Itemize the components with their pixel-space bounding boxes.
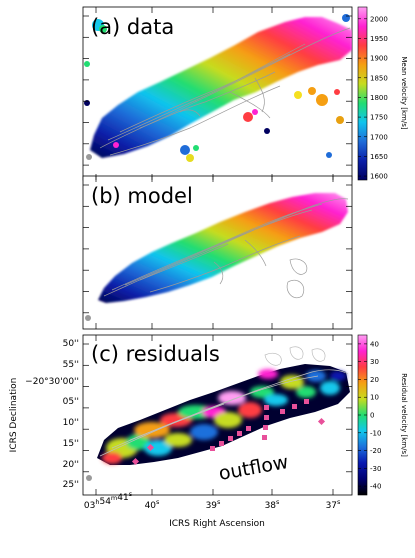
panel-b-contours xyxy=(103,198,349,299)
panel-a-blob xyxy=(308,87,316,95)
y-tick-label: 15'' xyxy=(63,439,79,449)
x-tick-label: 38s xyxy=(265,498,280,511)
y-tick-label: −20°30'00'' xyxy=(25,377,79,387)
outflow-marker xyxy=(219,441,224,446)
x-tick-label: 39s xyxy=(206,498,221,511)
panel-a-blob xyxy=(264,128,270,134)
panel-a-blob xyxy=(243,112,253,122)
colorbar-residual-tick-label: 30 xyxy=(370,358,379,366)
panel-a-blob xyxy=(342,14,350,22)
colorbar-residual-tick-label: -40 xyxy=(370,483,381,491)
colorbar-velocity-ticks: 1600 1650 1700 1750 1800 1850 1900 1950 2000 xyxy=(358,15,388,181)
colorbar-velocity-tick-label: 1800 xyxy=(370,94,388,102)
colorbar-velocity-bar xyxy=(357,6,368,181)
panel-a-blob xyxy=(294,91,302,99)
panel-b-label: (b) model xyxy=(91,184,193,208)
panel-b-blob xyxy=(85,315,91,321)
y-axis-title: ICRS Declination xyxy=(9,378,19,453)
panel-a-blob xyxy=(336,116,344,124)
x-tick-labels: 03h54m41s 40s 39s 38s 37s xyxy=(84,490,341,511)
outflow-marker xyxy=(131,457,140,466)
y-tick-label: 55'' xyxy=(63,360,79,370)
colorbar-velocity-tick-label: 1650 xyxy=(370,153,388,161)
outflow-marker xyxy=(264,415,269,420)
panel-a-blobs xyxy=(84,14,350,162)
colorbar-velocity-tick-label: 1750 xyxy=(370,114,388,122)
panel-c-contours xyxy=(99,346,349,457)
panel-a-blob xyxy=(86,154,92,160)
panel-a-blob xyxy=(334,89,340,95)
colorbar-velocity: 1600 1650 1700 1750 1800 1850 1900 1950 2000 Mea… xyxy=(357,6,408,181)
panel-a-blob xyxy=(316,94,328,106)
x-tick-label: 40s xyxy=(145,498,160,511)
colorbar-residual-tick-label: -20 xyxy=(370,447,381,455)
colorbar-velocity-tick-label: 1600 xyxy=(370,173,388,181)
colorbar-velocity-tick-label: 1700 xyxy=(370,133,388,141)
outflow-marker xyxy=(237,431,242,436)
outflow-marker xyxy=(210,446,215,451)
y-tick-label: 05'' xyxy=(63,397,79,407)
x-tick-label: 03h54m41s xyxy=(84,490,133,511)
panel-a-blob xyxy=(84,61,90,67)
colorbar-velocity-tick-label: 1850 xyxy=(370,74,388,82)
outflow-marker xyxy=(317,417,326,426)
colorbar-velocity-tick-label: 2000 xyxy=(370,15,388,23)
panel-b: (b) model xyxy=(82,175,353,330)
panel-a-blob xyxy=(193,145,199,151)
colorbar-residual-tick-label: -10 xyxy=(370,429,381,437)
panel-c-label: (c) residuals xyxy=(91,342,220,366)
colorbar-velocity-tick-label: 1950 xyxy=(370,35,388,43)
panel-a-blob xyxy=(99,25,107,33)
colorbar-residual: -40 -30 -20 -10 0 10 20 30 40 Residual velocity … xyxy=(357,334,408,496)
outflow-marker xyxy=(246,426,251,431)
panel-a-blob xyxy=(326,152,332,158)
colorbar-residual-label: Residual velocity [km/s] xyxy=(400,373,408,457)
y-tick-label: 50'' xyxy=(63,339,79,349)
y-tick-labels: 50'' 55'' −20°30'00'' 05'' 10'' 15'' 20'' 25'' xyxy=(25,339,79,490)
panel-a-contours xyxy=(99,27,351,156)
colorbar-residual-tick-label: 0 xyxy=(370,412,374,420)
panel-c-residual-patches xyxy=(102,369,346,464)
outflow-marker xyxy=(146,443,155,452)
panel-a-blob xyxy=(113,142,119,148)
outflow-marker xyxy=(228,436,233,441)
panel-b-velocity-map xyxy=(98,193,348,303)
colorbar-velocity-label: Mean velocity [km/s] xyxy=(400,56,408,129)
panel-a-blob xyxy=(252,109,258,115)
y-tick-label: 20'' xyxy=(63,460,79,470)
colorbar-residual-ticks: -40 -30 -20 -10 0 10 20 30 40 xyxy=(358,340,381,491)
outflow-marker xyxy=(264,405,269,410)
colorbar-residual-tick-label: 10 xyxy=(370,394,379,402)
colorbar-velocity-tick-label: 1900 xyxy=(370,55,388,63)
colorbar-residual-tick-label: 20 xyxy=(370,376,379,384)
panel-a-label: (a) data xyxy=(91,15,174,39)
colorbar-residual-tick-label: 40 xyxy=(370,340,379,348)
outflow-markers xyxy=(131,399,326,466)
y-tick-label: 25'' xyxy=(63,480,79,490)
axis-ticks xyxy=(83,7,352,495)
panel-c-blob xyxy=(86,475,92,481)
y-tick-label: 10'' xyxy=(63,418,79,428)
x-tick-label: 37s xyxy=(326,498,341,511)
panel-a-blob xyxy=(180,145,190,155)
panel-a: (a) data xyxy=(82,6,353,181)
panel-c: (c) residuals outflow xyxy=(82,334,353,496)
outflow-marker xyxy=(262,435,267,440)
outflow-marker xyxy=(292,404,297,409)
outflow-marker xyxy=(263,425,268,430)
colorbar-residual-tick-label: -30 xyxy=(370,465,381,473)
outflow-marker xyxy=(280,409,285,414)
panel-a-blob xyxy=(186,154,194,162)
x-axis-title: ICRS Right Ascension xyxy=(169,519,265,529)
outflow-marker xyxy=(304,399,309,404)
